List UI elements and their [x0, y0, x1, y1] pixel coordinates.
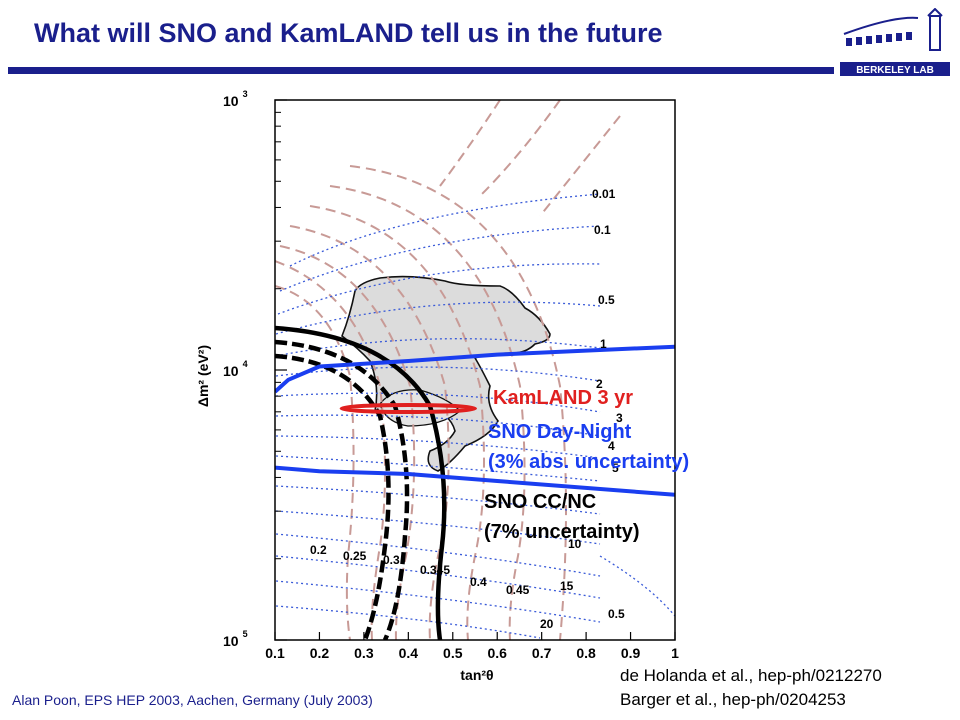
y-tick-label-2: 10 5 — [223, 629, 248, 649]
dashed-label-1: 0.25 — [343, 549, 367, 563]
sno-day-night-lines — [275, 344, 675, 497]
annotation-sno-ccnc-unc: (7% uncertainty) — [484, 521, 640, 543]
annotation-sno-dn-unc: (3% abs. uncertainty) — [488, 451, 689, 473]
x-tick-label-6: 0.7 — [532, 645, 552, 661]
dashed-label-2: 0.3 — [383, 553, 400, 567]
dashed-label-5: 0.45 — [506, 583, 530, 597]
annotation-kamland: KamLAND 3 yr — [493, 387, 633, 409]
x-tick-label-3: 0.4 — [399, 645, 419, 661]
reference-1: Barger et al., hep-ph/0204253 — [620, 690, 846, 709]
dotted-label-10: 20 — [540, 617, 554, 631]
dotted-label-4: 2 — [596, 377, 603, 391]
blue-line-1 — [275, 465, 675, 497]
dotted-label-br: 0.5 — [608, 607, 625, 621]
x-tick-label-7: 0.8 — [576, 645, 596, 661]
dotted-label-5: 3 — [616, 411, 623, 425]
annotation-sno-dn: SNO Day-Night — [488, 421, 632, 443]
dotted-label-6: 4 — [608, 439, 615, 453]
blue-line-0 — [275, 344, 675, 394]
x-tick-label-5: 0.6 — [487, 645, 507, 661]
sno-ccnc-contour-solid — [275, 325, 447, 640]
x-axis-ticks: 0.1 0.2 0.3 0.4 0.5 0.6 0.7 0.8 0.9 1 — [265, 632, 679, 661]
kamland-ellipse — [339, 403, 477, 415]
sno-ccnc-contours — [275, 339, 410, 640]
x-tick-label-4: 0.5 — [443, 645, 463, 661]
dotted-label-0: 0.01 — [592, 187, 616, 201]
x-tick-label-2: 0.3 — [354, 645, 374, 661]
y-tick-exponent-2: 5 — [243, 629, 248, 639]
reference-0: de Holanda et al., hep-ph/0212270 — [620, 666, 882, 685]
y-tick-label-0: 10 3 — [223, 89, 248, 109]
dotted-label-1: 0.1 — [594, 223, 611, 237]
x-tick-label-0: 0.1 — [265, 645, 285, 661]
x-axis-label: tan²θ — [460, 667, 493, 683]
dashed-label-3: 0.345 — [420, 563, 450, 577]
title-underline — [8, 67, 834, 74]
dashed-contours — [275, 100, 621, 640]
y-tick-exponent-0: 3 — [243, 89, 248, 99]
logo-text: BERKELEY LAB — [856, 65, 934, 76]
y-axis-label: Δm² (eV²) — [195, 345, 211, 407]
x-tick-label-8: 0.9 — [621, 645, 641, 661]
dotted-label-3: 1 — [600, 337, 607, 351]
footer-citation: Alan Poon, EPS HEP 2003, Aachen, Germany… — [12, 692, 373, 708]
dotted-label-8: 10 — [568, 537, 582, 551]
y-tick-label-1: 10 4 — [223, 359, 248, 379]
annotation-sno-ccnc: SNO CC/NC — [484, 491, 596, 513]
dotted-label-9: 15 — [560, 579, 574, 593]
references: de Holanda et al., hep-ph/0212270 Barger… — [620, 664, 882, 712]
y-tick-exponent-1: 4 — [243, 359, 248, 369]
dotted-label-2: 0.5 — [598, 293, 615, 307]
dashed-label-4: 0.4 — [470, 575, 487, 589]
berkeley-lab-logo: BERKELEY LAB — [840, 8, 950, 76]
dotted-contours — [275, 193, 675, 639]
dotted-label-7: 5 — [612, 461, 619, 475]
page-title: What will SNO and KamLAND tell us in the… — [34, 18, 663, 48]
x-tick-label-1: 0.2 — [310, 645, 330, 661]
dashed-label-0: 0.2 — [310, 543, 327, 557]
x-tick-label-9: 1 — [671, 645, 679, 661]
